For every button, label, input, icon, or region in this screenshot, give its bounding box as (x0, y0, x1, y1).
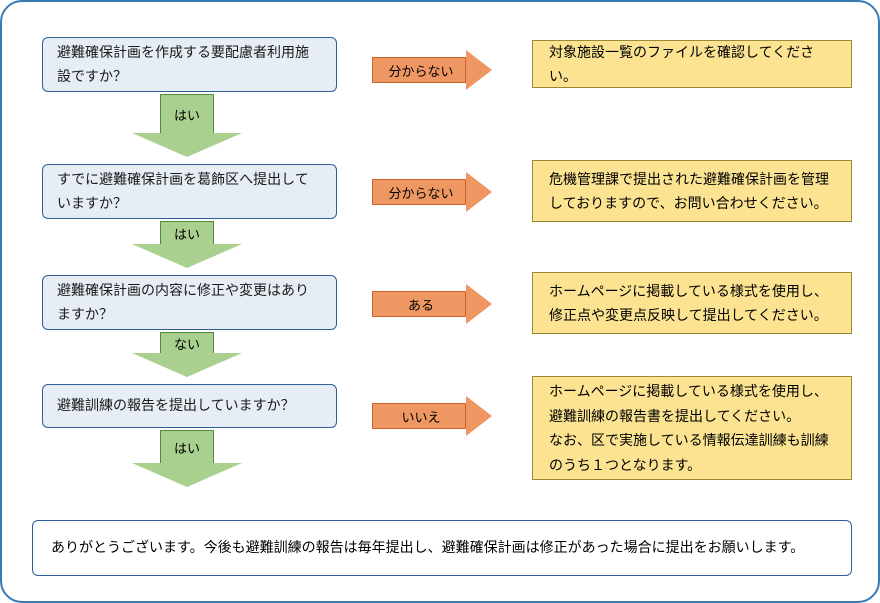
arrow-right-2: 分からない (372, 172, 492, 212)
arrow-right-1: 分からない (372, 50, 492, 90)
answer-box-3: ホームページに掲載している様式を使用し、修正点や変更点反映して提出してください。 (532, 272, 852, 334)
question-text: 避難確保計画を作成する要配慮者利用施設ですか？ (57, 41, 322, 89)
arrow-right-label: 分からない (372, 172, 466, 212)
arrow-down-label: はい (132, 430, 242, 464)
question-box-3: 避難確保計画の内容に修正や変更はありますか？ (42, 275, 337, 330)
arrow-right-label: ある (372, 284, 466, 324)
arrow-right-4: いいえ (372, 396, 492, 436)
question-box-1: 避難確保計画を作成する要配慮者利用施設ですか？ (42, 37, 337, 92)
flowchart-frame: 避難確保計画を作成する要配慮者利用施設ですか？ 分からない 対象施設一覧のファイルを… (0, 0, 880, 603)
arrow-down-4: はい (132, 430, 242, 492)
question-box-4: 避難訓練の報告を提出していますか？ (42, 384, 337, 428)
question-text: 避難確保計画の内容に修正や変更はありますか？ (57, 279, 322, 327)
arrow-down-label: ない (132, 332, 242, 354)
arrow-right-label: 分からない (372, 50, 466, 90)
answer-box-4: ホームページに掲載している様式を使用し、避難訓練の報告書を提出してください。 な… (532, 376, 852, 480)
answer-box-2: 危機管理課で提出された避難確保計画を管理しておりますので、お問い合わせください。 (532, 160, 852, 222)
arrow-down-2: はい (132, 221, 242, 273)
answer-text: 危機管理課で提出された避難確保計画を管理しておりますので、お問い合わせください。 (549, 167, 835, 216)
answer-text: ホームページに掲載している様式を使用し、修正点や変更点反映して提出してください。 (549, 279, 835, 328)
arrow-down-label: はい (132, 221, 242, 245)
arrow-down-label: はい (132, 94, 242, 134)
arrow-right-3: ある (372, 284, 492, 324)
arrow-down-3: ない (132, 332, 242, 382)
question-box-2: すでに避難確保計画を葛飾区へ提出していますか？ (42, 164, 337, 219)
final-box: ありがとうございます。今後も避難訓練の報告は毎年提出し、避難確保計画は修正があっ… (32, 520, 852, 576)
arrow-down-1: はい (132, 94, 242, 162)
arrow-right-label: いいえ (372, 396, 466, 436)
final-text: ありがとうございます。今後も避難訓練の報告は毎年提出し、避難確保計画は修正があっ… (51, 536, 804, 560)
answer-text: ホームページに掲載している様式を使用し、避難訓練の報告書を提出してください。 な… (549, 379, 835, 477)
answer-box-1: 対象施設一覧のファイルを確認してください。 (532, 40, 852, 88)
question-text: すでに避難確保計画を葛飾区へ提出していますか？ (57, 168, 322, 216)
question-text: 避難訓練の報告を提出していますか？ (57, 394, 295, 418)
answer-text: 対象施設一覧のファイルを確認してください。 (549, 40, 835, 89)
